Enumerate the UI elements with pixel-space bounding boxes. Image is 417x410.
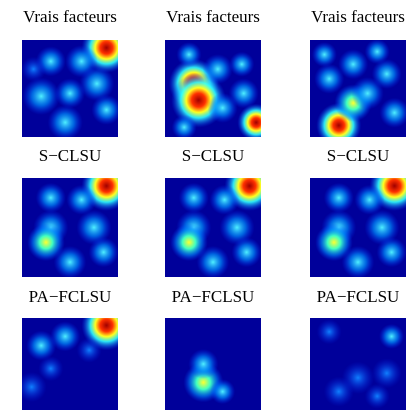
heatmap-blob bbox=[323, 182, 354, 213]
heatmap-blob bbox=[237, 103, 261, 137]
heatmap-blob bbox=[376, 237, 406, 268]
heatmap bbox=[165, 40, 261, 137]
heatmap-blob bbox=[35, 182, 66, 213]
heatmap-blob bbox=[210, 379, 236, 405]
heatmap-blob bbox=[364, 40, 390, 65]
panel-title: Vrais facteurs bbox=[23, 7, 117, 26]
panel-title: S−CLSU bbox=[327, 146, 390, 165]
heatmap-blob bbox=[55, 78, 85, 109]
heatmap-blob bbox=[88, 237, 118, 268]
heatmap-blob bbox=[50, 321, 81, 352]
panel-title: PA−FCLSU bbox=[172, 287, 255, 306]
panel-title: PA−FCLSU bbox=[29, 287, 112, 306]
heatmap-blob bbox=[354, 184, 385, 215]
heatmap-blob bbox=[76, 210, 112, 245]
heatmap-blob bbox=[314, 63, 345, 94]
heatmap-blob bbox=[170, 223, 208, 262]
heatmap-blob bbox=[171, 114, 197, 137]
heatmap-blob bbox=[22, 56, 46, 82]
heatmap-blob bbox=[91, 94, 118, 125]
heatmap-blob bbox=[76, 337, 102, 363]
heatmap-blob bbox=[188, 349, 219, 379]
heatmap bbox=[310, 318, 406, 410]
heatmap-blob bbox=[315, 223, 353, 262]
heatmap-blob bbox=[202, 54, 233, 85]
heatmap-blob bbox=[209, 184, 240, 215]
heatmap bbox=[165, 318, 261, 410]
heatmap-blob bbox=[47, 104, 83, 137]
heatmap-blob bbox=[364, 383, 390, 409]
heatmap-blob bbox=[229, 51, 255, 77]
heatmap-blob bbox=[338, 49, 369, 80]
panel-title: Vrais facteurs bbox=[311, 7, 405, 26]
heatmap bbox=[310, 178, 406, 277]
heatmap-blob bbox=[22, 77, 60, 115]
heatmap bbox=[165, 178, 261, 277]
heatmap bbox=[22, 178, 118, 277]
panel-title: S−CLSU bbox=[39, 146, 102, 165]
heatmap-blob bbox=[27, 223, 65, 262]
heatmap-blob bbox=[371, 358, 402, 389]
heatmap-blob bbox=[66, 184, 97, 215]
heatmap-blob bbox=[38, 356, 64, 382]
heatmap-blob bbox=[364, 210, 400, 245]
heatmap-blob bbox=[371, 58, 402, 89]
heatmap-blob bbox=[176, 42, 202, 68]
heatmap-blob bbox=[26, 330, 57, 361]
heatmap-blob bbox=[22, 372, 47, 402]
heatmap-blob bbox=[228, 78, 259, 109]
heatmap-blob bbox=[207, 92, 238, 123]
heatmap-blob bbox=[53, 245, 87, 277]
heatmap-blob bbox=[316, 319, 342, 345]
heatmap-blob bbox=[311, 42, 337, 68]
heatmap-blob bbox=[379, 323, 405, 349]
panel-title: S−CLSU bbox=[182, 146, 245, 165]
heatmap-blob bbox=[379, 97, 406, 128]
heatmap-blob bbox=[341, 245, 375, 277]
heatmap-blob bbox=[231, 237, 261, 268]
heatmap-blob bbox=[323, 376, 354, 407]
heatmap-blob bbox=[219, 210, 255, 245]
heatmap bbox=[22, 318, 118, 410]
panel-title: PA−FCLSU bbox=[317, 287, 400, 306]
heatmap-blob bbox=[178, 182, 209, 213]
heatmap-blob bbox=[79, 66, 115, 102]
panel-title: Vrais facteurs bbox=[166, 7, 260, 26]
heatmap bbox=[22, 40, 118, 137]
heatmap bbox=[310, 40, 406, 137]
heatmap-blob bbox=[196, 245, 230, 277]
heatmap-blob bbox=[351, 77, 384, 110]
